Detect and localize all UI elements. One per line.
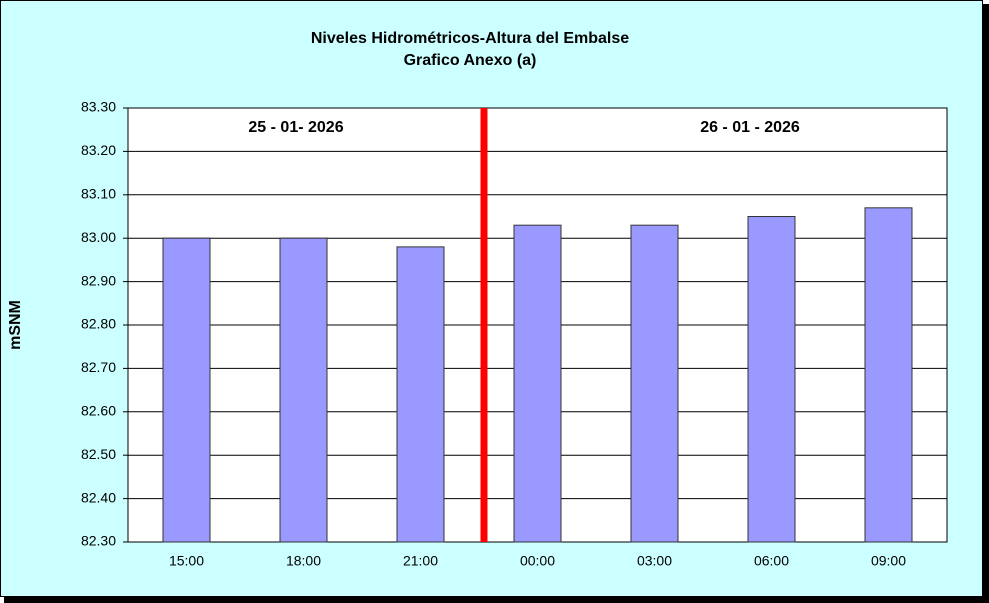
bar — [747, 216, 796, 543]
x-tick-label: 00:00 — [520, 553, 555, 569]
y-tick-label: 82.60 — [81, 403, 116, 419]
y-tick-label: 83.10 — [81, 186, 116, 202]
x-tick-label: 06:00 — [754, 553, 789, 569]
date-annotation: 26 - 01 - 2026 — [700, 119, 800, 136]
date-annotation: 25 - 01- 2026 — [248, 119, 343, 136]
y-tick-label: 83.30 — [81, 99, 116, 115]
y-tick-label: 82.50 — [81, 446, 116, 462]
bar — [513, 224, 562, 543]
bar — [396, 246, 445, 543]
y-tick-label: 83.20 — [81, 142, 116, 158]
x-tick-label: 09:00 — [871, 553, 906, 569]
y-tick-label: 83.00 — [81, 229, 116, 245]
bar — [864, 207, 913, 543]
chart-subtitle: Grafico Anexo (a) — [404, 52, 537, 69]
x-tick-label: 21:00 — [403, 553, 438, 569]
y-tick-label: 82.70 — [81, 359, 116, 375]
chart-title: Niveles Hidrométricos-Altura del Embalse — [311, 30, 629, 47]
x-tick-label: 18:00 — [286, 553, 321, 569]
bar — [279, 237, 328, 543]
y-tick-label: 82.80 — [81, 316, 116, 332]
marks: 82.30 82.40 82.50 82.60 82.70 82.80 82.90 83.00… — [81, 99, 947, 569]
y-axis-label: mSNM — [7, 300, 24, 350]
bar — [162, 237, 211, 543]
y-tick-label: 82.90 — [81, 272, 116, 288]
x-tick-label: 03:00 — [637, 553, 672, 569]
y-tick-label: 82.30 — [81, 533, 116, 549]
y-tick-label: 82.40 — [81, 489, 116, 505]
bar — [630, 224, 679, 543]
x-tick-label: 15:00 — [169, 553, 204, 569]
